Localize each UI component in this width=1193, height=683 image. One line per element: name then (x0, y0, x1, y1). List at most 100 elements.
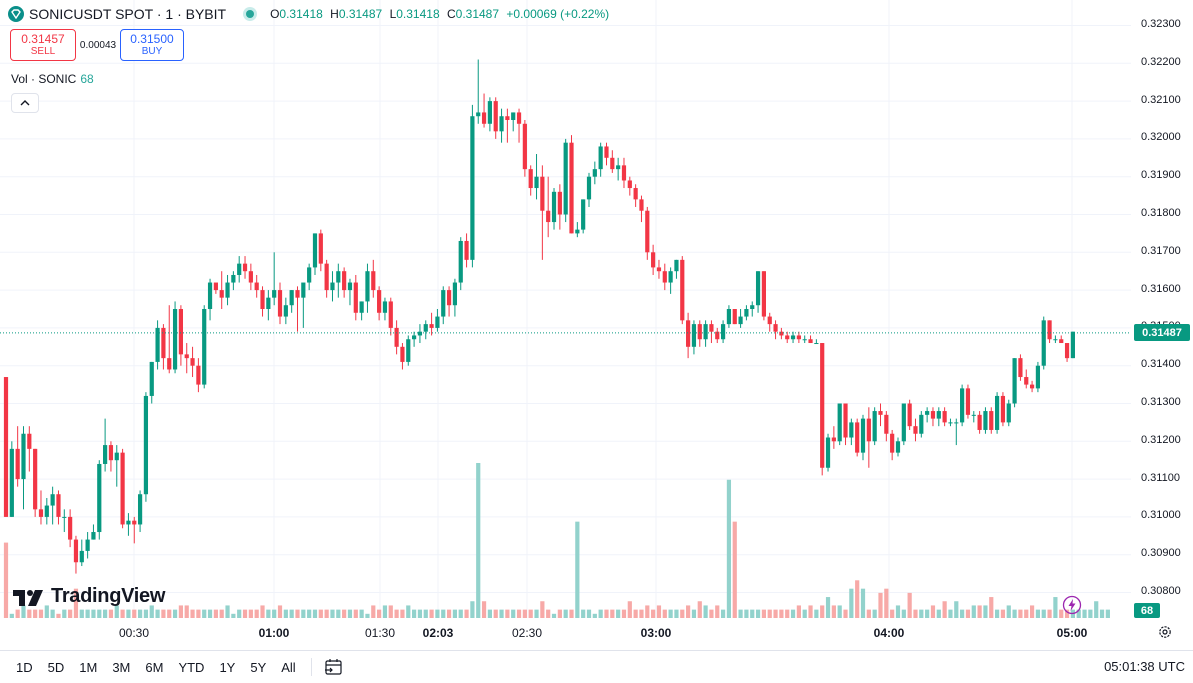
candle-body[interactable] (417, 331, 423, 336)
candle-body[interactable] (464, 240, 469, 260)
candle-body[interactable] (79, 550, 84, 563)
candle-body[interactable] (470, 116, 475, 260)
candle-body[interactable] (575, 229, 580, 234)
candle-body[interactable] (254, 282, 259, 291)
candle-body[interactable] (248, 271, 253, 283)
flash-icon[interactable] (1062, 595, 1082, 615)
candle-body[interactable] (843, 403, 848, 438)
candle-body[interactable] (674, 259, 679, 272)
candle-body[interactable] (563, 142, 568, 215)
candle-body[interactable] (21, 433, 26, 480)
candle-body[interactable] (586, 176, 592, 200)
candle-body[interactable] (965, 388, 971, 415)
candle-body[interactable] (540, 176, 545, 211)
candle-body[interactable] (930, 411, 936, 419)
candle-body[interactable] (301, 282, 306, 298)
candle-body[interactable] (68, 516, 73, 540)
candle-body[interactable] (143, 395, 149, 495)
candle-body[interactable] (989, 411, 994, 430)
candle-body[interactable] (359, 301, 364, 313)
candle-body[interactable] (307, 267, 312, 283)
candle-body[interactable] (225, 282, 230, 298)
candle-body[interactable] (1018, 358, 1023, 378)
candle-body[interactable] (668, 271, 673, 283)
candle-body[interactable] (907, 403, 912, 427)
candle-body[interactable] (435, 316, 440, 328)
candle-body[interactable] (126, 520, 131, 525)
candle-body[interactable] (499, 116, 504, 132)
candle-body[interactable] (476, 112, 481, 117)
candle-body[interactable] (429, 324, 434, 328)
candle-body[interactable] (703, 324, 708, 340)
candle-body[interactable] (342, 271, 347, 291)
candle-body[interactable] (680, 259, 685, 321)
clock-utc[interactable]: 05:01:38 UTC (1104, 659, 1185, 674)
candle-body[interactable] (260, 290, 265, 309)
candle-body[interactable] (995, 395, 1000, 430)
candle-body[interactable] (1064, 343, 1070, 359)
candle-body[interactable] (744, 309, 749, 317)
candle-body[interactable] (633, 188, 638, 200)
candle-body[interactable] (616, 165, 621, 170)
candle-body[interactable] (954, 422, 959, 424)
candle-body[interactable] (855, 422, 860, 453)
candle-body[interactable] (598, 146, 603, 170)
candle-body[interactable] (983, 411, 988, 430)
candle-body[interactable] (785, 335, 790, 340)
candle-body[interactable] (1053, 339, 1058, 341)
candle-body[interactable] (283, 305, 288, 317)
candle-body[interactable] (808, 339, 813, 344)
candle-body[interactable] (738, 316, 743, 325)
candle-body[interactable] (108, 445, 114, 461)
candle-body[interactable] (295, 290, 300, 298)
candle-body[interactable] (1047, 320, 1052, 340)
candle-body[interactable] (161, 327, 166, 359)
candle-body[interactable] (213, 282, 218, 291)
collapse-legend-button[interactable] (11, 93, 39, 113)
candle-body[interactable] (167, 358, 172, 370)
candle-body[interactable] (120, 452, 125, 525)
candle-body[interactable] (91, 532, 96, 540)
candle-body[interactable] (272, 290, 277, 298)
range-button-1m[interactable]: 1M (79, 659, 98, 675)
candle-body[interactable] (1035, 365, 1041, 389)
candle-body[interactable] (773, 324, 778, 332)
candle-body[interactable] (849, 422, 854, 438)
tradingview-logo[interactable]: TradingView (13, 585, 165, 608)
candle-body[interactable] (353, 282, 358, 313)
candle-body[interactable] (557, 191, 562, 215)
candle-body[interactable] (27, 433, 32, 449)
candle-body[interactable] (394, 327, 399, 347)
candle-body[interactable] (452, 282, 458, 306)
candle-body[interactable] (50, 494, 55, 506)
candle-body[interactable] (656, 267, 662, 272)
candle-body[interactable] (114, 452, 119, 461)
range-button-all[interactable]: All (281, 659, 296, 675)
candle-body[interactable] (831, 437, 836, 442)
candle-body[interactable] (820, 343, 825, 468)
candle-body[interactable] (936, 411, 941, 419)
settings-gear-icon[interactable] (1158, 625, 1172, 639)
candle-body[interactable] (441, 290, 446, 317)
buy-button[interactable]: 0.31500 BUY (120, 29, 184, 61)
candle-body[interactable] (318, 233, 323, 264)
candle-body[interactable] (551, 191, 557, 223)
candle-body[interactable] (948, 422, 953, 424)
candle-body[interactable] (196, 365, 201, 385)
candle-body[interactable] (884, 414, 889, 434)
candle-body[interactable] (814, 343, 819, 345)
candle-body[interactable] (522, 123, 527, 170)
candle-body[interactable] (860, 418, 866, 453)
candle-body[interactable] (913, 426, 918, 434)
candle-body[interactable] (802, 339, 807, 341)
candle-body[interactable] (546, 210, 551, 223)
candle-body[interactable] (3, 377, 9, 517)
candle-body[interactable] (919, 414, 924, 434)
candle-body[interactable] (487, 101, 492, 124)
candle-body[interactable] (866, 418, 871, 442)
candle-body[interactable] (493, 101, 498, 132)
candle-body[interactable] (231, 274, 236, 283)
candle-body[interactable] (761, 271, 766, 317)
candle-body[interactable] (750, 305, 755, 309)
calendar-goto-icon[interactable] (324, 658, 344, 676)
